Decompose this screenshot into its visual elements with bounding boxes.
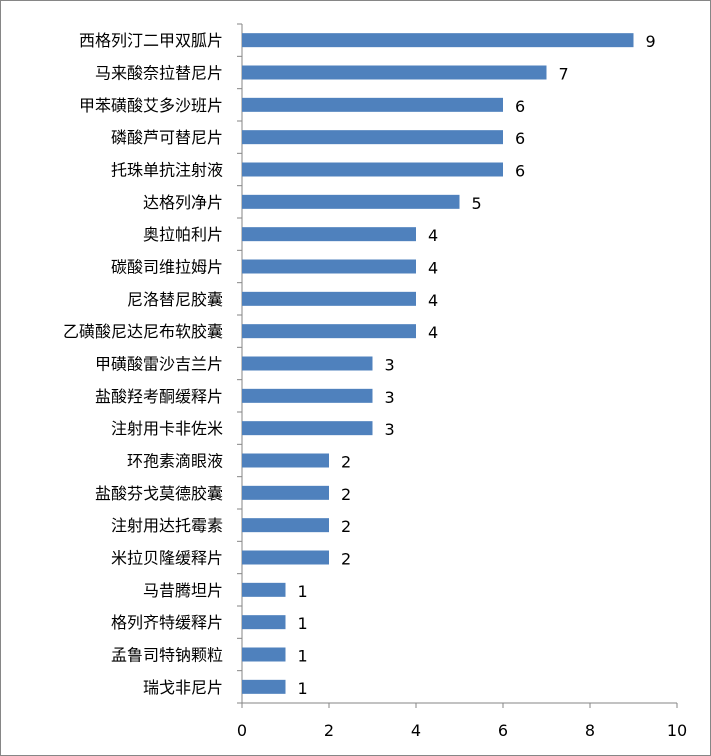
x-tick-label: 2 (324, 721, 334, 740)
category-label: 格列齐特缓释片 (111, 613, 223, 632)
category-label: 达格列净片 (143, 193, 223, 212)
x-tick-label: 0 (237, 721, 247, 740)
category-label: 尼洛替尼胶囊 (127, 290, 223, 309)
data-label: 2 (341, 453, 351, 472)
bar (242, 356, 373, 371)
category-label: 注射用卡非佐米 (111, 419, 223, 438)
bar (242, 162, 503, 177)
bar (242, 518, 329, 533)
data-label: 2 (341, 485, 351, 504)
category-label: 马昔腾坦片 (143, 581, 223, 600)
data-label: 4 (428, 291, 438, 310)
category-label: 碳酸司维拉姆片 (111, 258, 223, 277)
data-label: 1 (298, 614, 308, 633)
bar (242, 227, 416, 242)
category-label: 盐酸羟考酮缓释片 (95, 387, 223, 406)
category-label: 盐酸芬戈莫德胶囊 (95, 484, 223, 503)
category-label: 孟鲁司特钠颗粒 (111, 646, 223, 665)
bar (242, 259, 416, 274)
category-label: 米拉贝隆缓释片 (111, 549, 223, 568)
category-label: 注射用达托霉素 (111, 516, 223, 535)
bar (242, 324, 416, 339)
bar (242, 97, 503, 112)
bar (242, 582, 286, 597)
bar (242, 453, 329, 468)
category-label: 托珠单抗注射液 (111, 161, 223, 180)
data-label: 1 (298, 679, 308, 698)
data-label: 9 (646, 32, 656, 51)
category-label: 甲苯磺酸艾多沙班片 (79, 96, 223, 115)
bar (242, 33, 634, 48)
bar (242, 615, 286, 630)
bar (242, 485, 329, 500)
category-label: 甲磺酸雷沙吉兰片 (95, 355, 223, 374)
x-tick-label: 4 (411, 721, 421, 740)
data-label: 6 (515, 129, 525, 148)
bar (242, 679, 286, 694)
bar (242, 65, 547, 80)
bar (242, 194, 460, 209)
data-label: 4 (428, 259, 438, 278)
data-label: 2 (341, 550, 351, 569)
bar (242, 130, 503, 145)
x-tick-label: 8 (585, 721, 595, 740)
data-label: 1 (298, 647, 308, 666)
bar (242, 550, 329, 565)
category-label: 环孢素滴眼液 (127, 452, 223, 471)
data-label: 2 (341, 517, 351, 536)
data-label: 6 (515, 97, 525, 116)
category-label: 瑞戈非尼片 (143, 678, 223, 697)
x-tick-label: 6 (498, 721, 508, 740)
data-label: 3 (385, 420, 395, 439)
data-label: 5 (472, 194, 482, 213)
bar (242, 388, 373, 403)
data-label: 1 (298, 582, 308, 601)
category-label: 磷酸芦可替尼片 (111, 128, 223, 147)
data-label: 3 (385, 356, 395, 375)
category-label: 西格列汀二甲双胍片 (79, 31, 223, 50)
bar (242, 291, 416, 306)
category-label: 奥拉帕利片 (143, 225, 223, 244)
data-label: 4 (428, 226, 438, 245)
data-label: 3 (385, 388, 395, 407)
data-label: 7 (559, 65, 569, 84)
category-label: 乙磺酸尼达尼布软胶囊 (63, 322, 223, 341)
data-label: 6 (515, 162, 525, 181)
bar (242, 421, 373, 436)
x-tick-label: 10 (667, 721, 687, 740)
data-label: 4 (428, 323, 438, 342)
category-label: 马来酸奈拉替尼片 (95, 64, 223, 83)
bar (242, 647, 286, 662)
